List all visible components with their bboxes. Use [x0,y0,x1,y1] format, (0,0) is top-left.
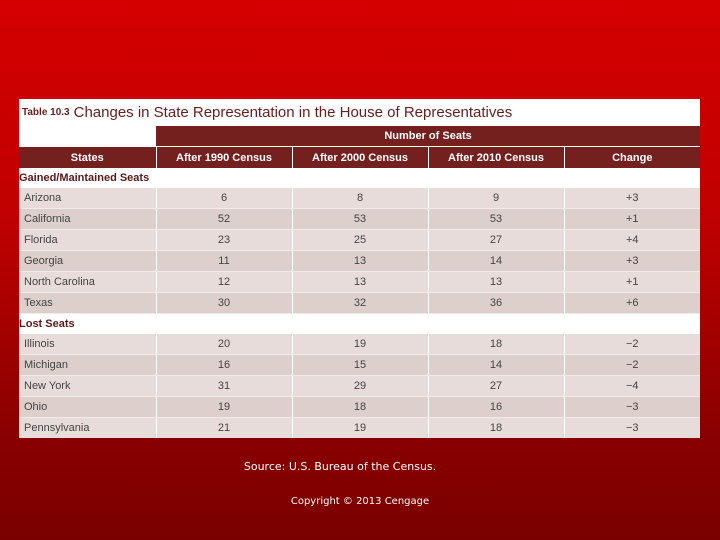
seats-2010: 27 [428,375,565,397]
seat-change: +3 [564,250,700,272]
source-note: Source: U.S. Bureau of the Census. [243,460,437,473]
seat-change: −3 [564,396,700,418]
number-of-seats-header: Number of Seats [156,126,700,147]
state-name: Michigan [19,354,157,376]
table-row: North Carolina 12 13 13 +1 [19,271,700,293]
table-row: Texas 30 32 36 +6 [19,292,700,314]
seat-change: +3 [564,188,700,209]
table-row: Michigan 16 15 14 −2 [19,354,700,376]
seats-1990: 12 [156,271,293,293]
seats-2010: 53 [428,208,565,230]
seats-2000: 53 [292,208,429,230]
seats-2010: 27 [428,229,565,251]
seats-1990: 11 [156,250,293,272]
table-row: California 52 53 53 +1 [19,208,700,230]
seats-1990: 6 [156,188,293,209]
seats-2010: 13 [428,271,565,293]
state-name: Pennsylvania [19,417,157,438]
seats-1990: 16 [156,354,293,376]
table-figure: Table 10.3 Changes in State Representati… [19,99,700,438]
seats-2000: 19 [292,417,429,438]
seats-table: Number of Seats States After 1990 Census… [19,126,700,438]
seats-2000: 13 [292,271,429,293]
table-title: Changes in State Representation in the H… [73,104,513,121]
table-row: New York 31 29 27 −4 [19,375,700,397]
seat-change: +6 [564,292,700,314]
table-row: Arizona 6 8 9 +3 [19,188,700,209]
seats-2000: 29 [292,375,429,397]
seat-change: −2 [564,334,700,355]
seats-2000: 13 [292,250,429,272]
table-row: Pennsylvania 21 19 18 −3 [19,417,700,438]
state-name: Illinois [19,334,157,355]
seats-1990: 21 [156,417,293,438]
table-body: Gained/Maintained Seats Arizona 6 8 9 +3 Calif… [19,168,700,438]
seat-change: +1 [564,208,700,230]
seats-2000: 8 [292,188,429,209]
seats-2010: 14 [428,354,565,376]
table-row: Ohio 19 18 16 −3 [19,396,700,418]
seats-2010: 18 [428,334,565,355]
seats-2000: 25 [292,229,429,251]
copyright-note: Copyright © 2013 Cengage [290,496,430,507]
column-header-change: Change [564,146,700,168]
table-row: Florida 23 25 27 +4 [19,229,700,251]
state-name: California [19,208,157,230]
seat-change: +1 [564,271,700,293]
seats-2000: 18 [292,396,429,418]
column-header-2000: After 2000 Census [292,146,429,168]
seats-2010: 16 [428,396,565,418]
table-row: Illinois 20 19 18 −2 [19,334,700,355]
column-header-2010: After 2010 Census [428,146,565,168]
seat-change: −2 [564,354,700,376]
state-name: New York [19,375,157,397]
section-label: Gained/Maintained Seats [19,168,700,188]
table-row: Georgia 11 13 14 +3 [19,250,700,272]
section-header-row: Gained/Maintained Seats [19,168,700,188]
seats-1990: 20 [156,334,293,355]
seats-1990: 23 [156,229,293,251]
section-label: Lost Seats [19,313,700,334]
seats-2010: 14 [428,250,565,272]
group-header-blank [19,126,156,147]
seats-2010: 36 [428,292,565,314]
group-header-row: Number of Seats [19,126,700,147]
seats-2000: 32 [292,292,429,314]
state-name: Florida [19,229,157,251]
seats-2000: 19 [292,334,429,355]
table-caption: Table 10.3 Changes in State Representati… [19,99,700,126]
table-number: Table 10.3 [22,107,70,118]
seats-1990: 19 [156,396,293,418]
state-name: Ohio [19,396,157,418]
seats-1990: 30 [156,292,293,314]
state-name: Texas [19,292,157,314]
seats-1990: 52 [156,208,293,230]
seats-2010: 18 [428,417,565,438]
state-name: Georgia [19,250,157,272]
seat-change: +4 [564,229,700,251]
section-header-row: Lost Seats [19,313,700,334]
seat-change: −3 [564,417,700,438]
column-header-row: States After 1990 Census After 2000 Cens… [19,146,700,168]
state-name: North Carolina [19,271,157,293]
seat-change: −4 [564,375,700,397]
seats-2010: 9 [428,188,565,209]
column-header-1990: After 1990 Census [156,146,293,168]
state-name: Arizona [19,188,157,209]
seats-2000: 15 [292,354,429,376]
seats-1990: 31 [156,375,293,397]
column-header-states: States [19,146,157,168]
